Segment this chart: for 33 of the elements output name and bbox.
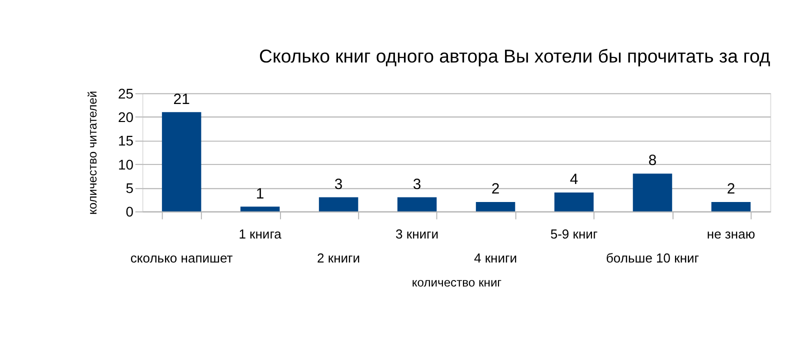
y-tick-label: 5: [126, 180, 134, 196]
bar: [240, 206, 280, 212]
bar: [711, 202, 751, 212]
data-label: 8: [648, 153, 657, 170]
y-tick-label: 25: [118, 85, 134, 102]
x-tick-label: 2 книги: [317, 250, 360, 266]
y-tick-label: 0: [126, 204, 134, 220]
x-tick-label: 3 книги: [396, 226, 439, 242]
bar: [162, 112, 202, 212]
y-axis-title: количество читателей: [86, 90, 100, 215]
y-tick-label: 15: [118, 132, 134, 149]
bar: [554, 192, 594, 212]
bar: [318, 197, 358, 212]
x-tick-label: больше 10 книг: [606, 250, 700, 266]
data-label: 3: [334, 176, 343, 193]
y-tick-label: 20: [118, 109, 134, 125]
data-label: 21: [173, 92, 190, 108]
chart-title: Сколько книг одного автора Вы хотели бы прочитать за год: [259, 46, 770, 67]
x-tick-label: не знаю: [706, 226, 756, 242]
x-tick-label: 4 книги: [474, 250, 518, 266]
data-label: 3: [412, 176, 422, 193]
data-label: 4: [570, 172, 578, 188]
x-tick-label: 5-9 книг: [550, 226, 598, 242]
bar: [397, 197, 437, 212]
y-tick-label: 10: [118, 156, 134, 172]
x-tick-label: 1 книга: [238, 226, 282, 242]
data-label: 2: [726, 182, 736, 198]
bar: [632, 174, 672, 212]
x-axis-title: количество книг: [412, 276, 502, 290]
x-tick-label: сколько напишет: [130, 250, 233, 266]
data-label: 1: [256, 186, 264, 202]
bar: [476, 202, 516, 212]
data-label: 2: [491, 182, 500, 198]
